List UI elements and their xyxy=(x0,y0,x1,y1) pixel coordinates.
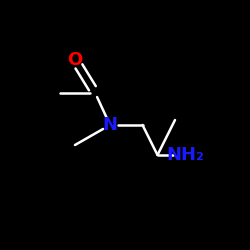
Text: NH₂: NH₂ xyxy=(166,146,204,164)
Text: N: N xyxy=(102,116,118,134)
Text: O: O xyxy=(68,51,82,69)
